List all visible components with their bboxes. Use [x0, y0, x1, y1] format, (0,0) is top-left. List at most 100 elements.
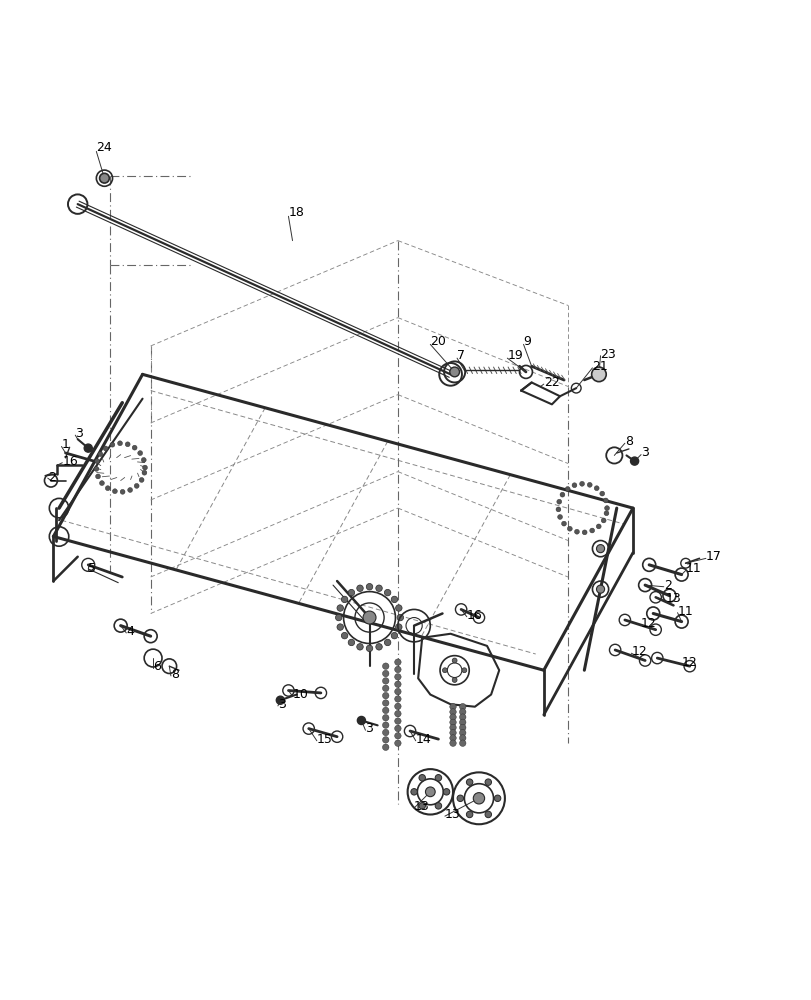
Circle shape [96, 474, 101, 479]
Circle shape [391, 596, 397, 603]
Circle shape [459, 735, 466, 741]
Circle shape [557, 515, 562, 519]
Circle shape [571, 483, 576, 488]
Text: 19: 19 [507, 349, 522, 362]
Circle shape [109, 442, 114, 447]
Circle shape [595, 524, 600, 529]
Circle shape [418, 775, 425, 781]
Circle shape [394, 740, 401, 746]
Circle shape [341, 632, 347, 639]
Text: 13: 13 [444, 808, 460, 821]
Circle shape [125, 442, 130, 447]
Circle shape [348, 589, 354, 596]
Circle shape [574, 529, 579, 534]
Circle shape [95, 459, 100, 464]
Circle shape [363, 611, 375, 624]
Text: 6: 6 [153, 660, 161, 673]
Circle shape [138, 451, 143, 456]
Circle shape [112, 489, 117, 494]
Circle shape [449, 730, 456, 736]
Circle shape [356, 644, 363, 650]
Text: 12: 12 [641, 617, 656, 630]
Circle shape [484, 779, 491, 785]
Circle shape [603, 498, 607, 503]
Text: 21: 21 [592, 360, 607, 373]
Circle shape [84, 444, 92, 452]
Circle shape [382, 722, 388, 728]
Circle shape [457, 795, 463, 802]
Circle shape [449, 714, 456, 720]
Circle shape [564, 487, 569, 491]
Circle shape [337, 624, 343, 630]
Text: 15: 15 [316, 733, 333, 746]
Text: 3: 3 [365, 722, 373, 735]
Circle shape [459, 724, 466, 731]
Circle shape [382, 685, 388, 692]
Circle shape [100, 173, 109, 183]
Text: 1: 1 [62, 438, 69, 451]
Circle shape [395, 605, 401, 611]
Text: 3: 3 [641, 446, 648, 459]
Circle shape [452, 678, 457, 682]
Circle shape [459, 714, 466, 720]
Circle shape [394, 696, 401, 702]
Text: 3: 3 [277, 698, 285, 711]
Circle shape [384, 639, 390, 646]
Circle shape [459, 703, 466, 710]
Text: 16: 16 [466, 609, 482, 622]
Circle shape [105, 486, 110, 491]
Circle shape [410, 789, 417, 795]
Circle shape [603, 511, 608, 516]
Circle shape [459, 719, 466, 726]
Text: 24: 24 [97, 141, 112, 154]
Circle shape [561, 521, 566, 526]
Circle shape [600, 518, 605, 523]
Text: 2: 2 [663, 579, 671, 592]
Circle shape [560, 492, 564, 497]
Circle shape [143, 465, 148, 470]
Circle shape [630, 457, 638, 465]
Text: 20: 20 [430, 335, 445, 348]
Circle shape [394, 725, 401, 732]
Text: 5: 5 [88, 562, 97, 575]
Circle shape [394, 681, 401, 687]
Text: 4: 4 [127, 625, 134, 638]
Circle shape [357, 716, 365, 725]
Circle shape [567, 526, 572, 531]
Circle shape [375, 644, 382, 650]
Circle shape [341, 596, 347, 603]
Circle shape [394, 659, 401, 665]
Circle shape [435, 775, 441, 781]
Circle shape [596, 585, 604, 593]
Text: 13: 13 [414, 800, 429, 813]
Circle shape [579, 481, 584, 486]
Circle shape [449, 367, 459, 377]
Text: 3: 3 [75, 427, 83, 440]
Circle shape [132, 445, 137, 450]
Circle shape [586, 482, 591, 487]
Text: 12: 12 [680, 656, 697, 669]
Text: 12: 12 [631, 645, 646, 658]
Circle shape [335, 614, 341, 621]
Circle shape [134, 483, 139, 488]
Circle shape [118, 441, 122, 446]
Circle shape [127, 488, 132, 492]
Circle shape [594, 486, 599, 491]
Circle shape [449, 719, 456, 726]
Circle shape [556, 507, 560, 512]
Circle shape [348, 639, 354, 646]
Circle shape [459, 730, 466, 736]
Text: 23: 23 [600, 348, 616, 361]
Circle shape [449, 703, 456, 710]
Circle shape [382, 707, 388, 714]
Circle shape [366, 583, 372, 590]
Circle shape [459, 709, 466, 715]
Circle shape [449, 735, 456, 741]
Text: 2: 2 [48, 471, 55, 484]
Text: 11: 11 [684, 562, 701, 575]
Circle shape [382, 715, 388, 721]
Circle shape [449, 724, 456, 731]
Circle shape [581, 530, 586, 535]
Circle shape [382, 678, 388, 684]
Circle shape [139, 477, 144, 482]
